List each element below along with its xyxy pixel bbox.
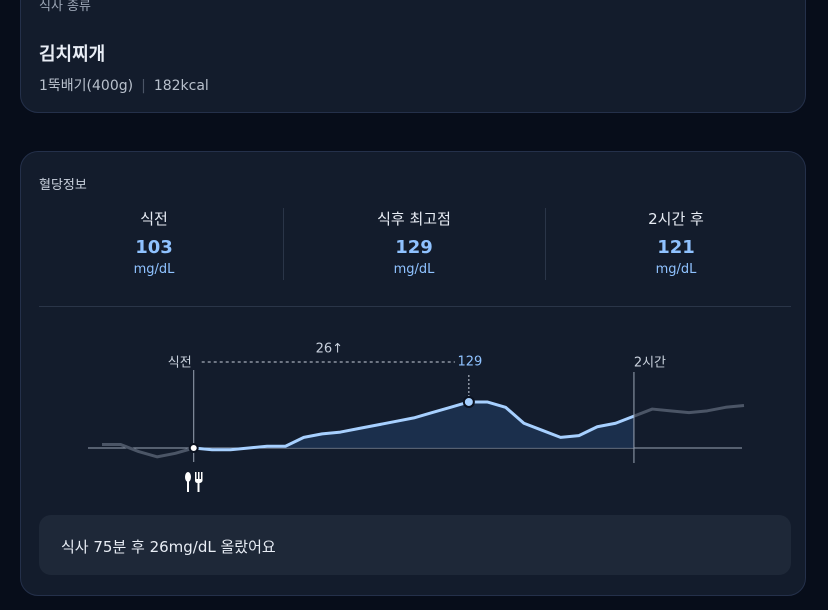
meal-point <box>188 443 199 453</box>
stat-value: 129 <box>395 237 433 258</box>
divider <box>39 306 791 307</box>
glucose-line <box>193 400 635 452</box>
post-window-line <box>633 404 745 418</box>
serving: 1뚝배기(400g) <box>39 78 134 94</box>
peak-point <box>462 395 475 408</box>
section-label: 식사 종류 <box>39 0 91 14</box>
glucose-card: 혈당정보 식전 103 mg/dL 식후 최고점 129 mg/dL 2시간 후 121 m… <box>20 151 806 596</box>
stat-unit: mg/dL <box>655 262 697 277</box>
curve-area <box>193 401 634 450</box>
rise-label: 26↑ <box>316 342 343 357</box>
stat-unit: mg/dL <box>393 262 435 277</box>
stat: 2시간 후 121 mg/dL <box>546 208 806 277</box>
stat-unit: mg/dL <box>133 262 175 277</box>
calories: 182kcal <box>153 78 209 94</box>
stat: 식전 103 mg/dL <box>24 208 284 277</box>
stat-label: 2시간 후 <box>648 210 704 228</box>
stat-label: 식전 <box>140 210 168 228</box>
stat-value: 121 <box>657 237 695 258</box>
pre-meal-line <box>102 442 195 459</box>
meal-label: 식전 <box>168 356 192 371</box>
meal-card: 식사 종류 김치찌개 1뚝배기(400g) | 182kcal <box>20 0 806 113</box>
food-name: 김치찌개 <box>39 44 106 65</box>
stat-label: 식후 최고점 <box>377 210 451 228</box>
peak-label: 129 <box>457 355 482 370</box>
meal-icon <box>185 472 203 492</box>
serving-info: 1뚝배기(400g) | 182kcal <box>39 78 209 94</box>
stat-value: 103 <box>135 237 173 258</box>
stat: 식후 최고점 129 mg/dL <box>284 208 544 277</box>
two-hour-label: 2시간 <box>634 356 666 371</box>
divider <box>545 208 546 280</box>
divider <box>283 208 284 280</box>
summary-box: 식사 75분 후 26mg/dL 올랐어요 <box>39 515 791 575</box>
card-title: 혈당정보 <box>39 178 87 193</box>
summary-text: 식사 75분 후 26mg/dL 올랐어요 <box>61 538 276 556</box>
